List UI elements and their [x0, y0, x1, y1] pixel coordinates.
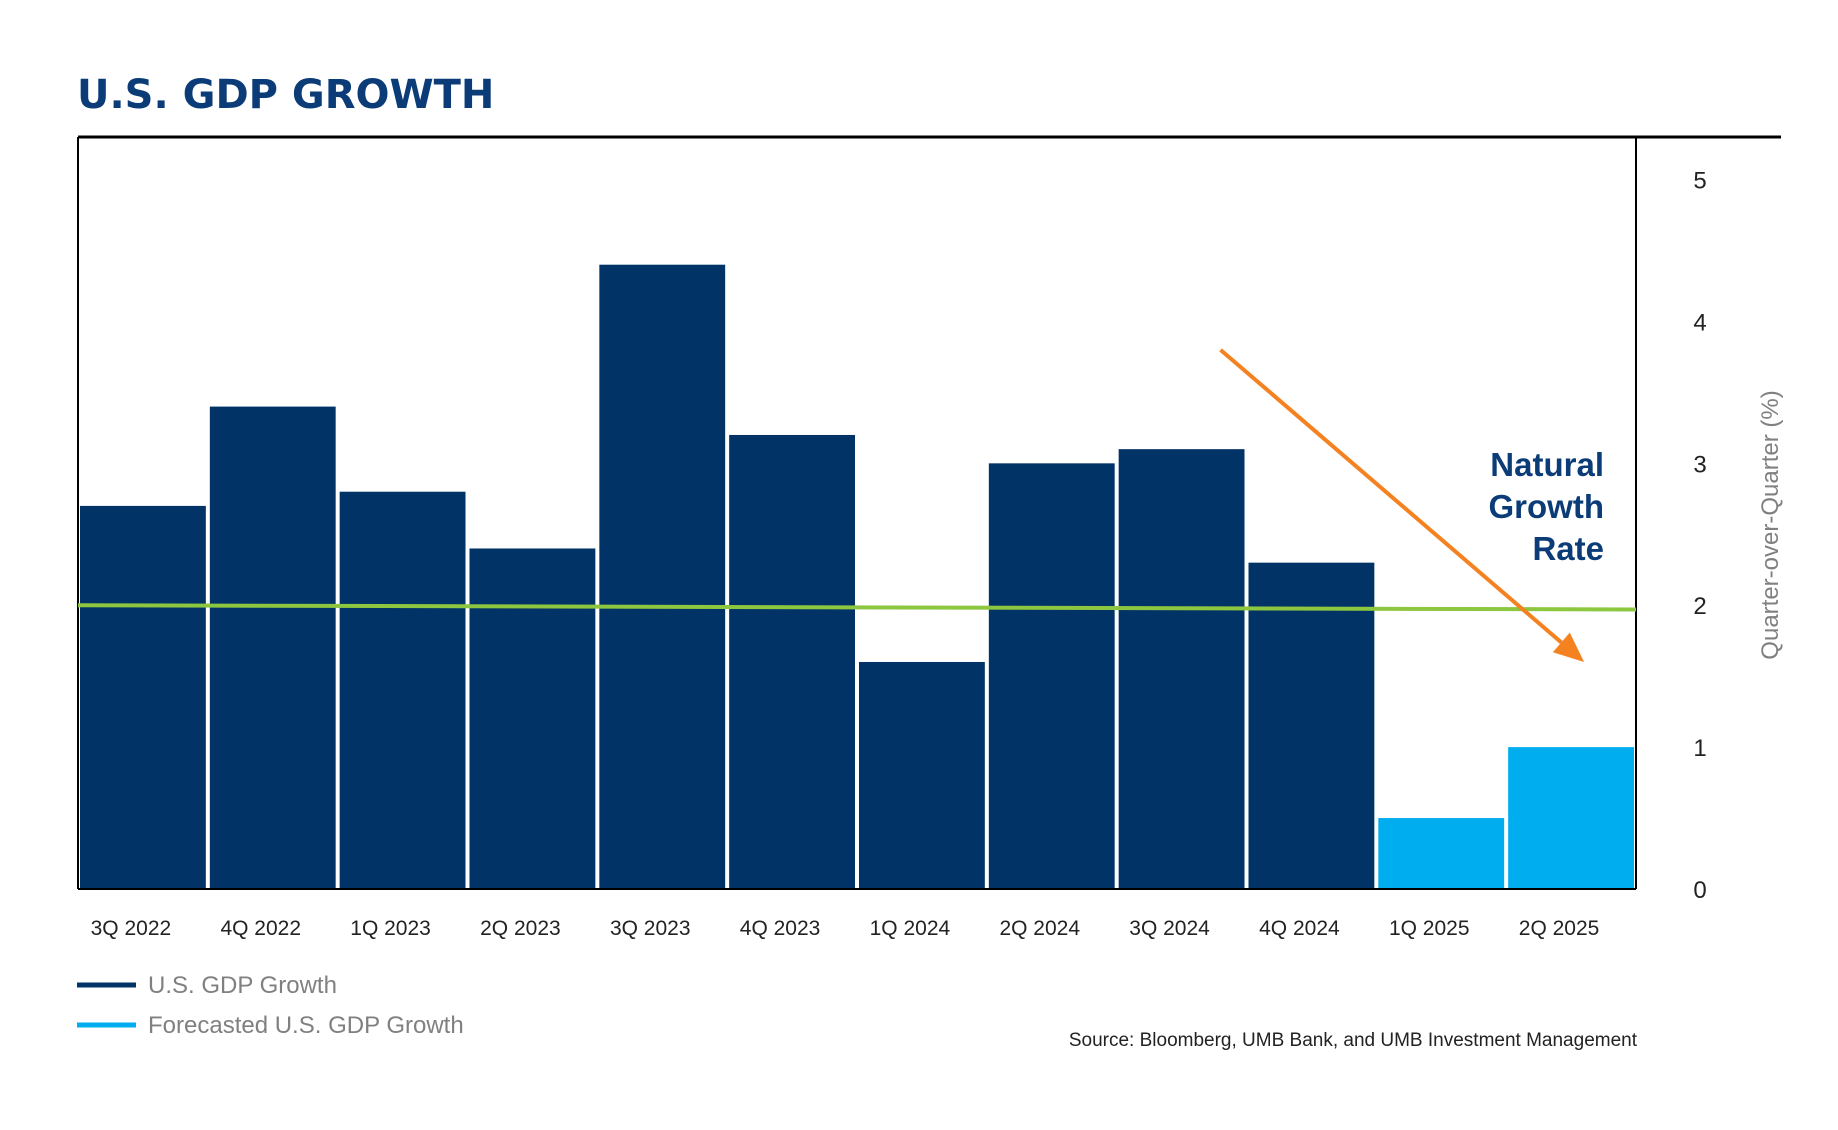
bar-4q-2023: [729, 434, 855, 889]
x-tick-label: 4Q 2023: [740, 917, 821, 940]
bar-2q-2023: [469, 548, 596, 889]
bar-1q-2025: [1378, 818, 1505, 889]
y-tick-label: 3: [1693, 451, 1706, 478]
y-axis-label: Quarter-over-Quarter (%): [1757, 390, 1784, 659]
y-tick-label: 4: [1693, 309, 1706, 336]
annotation-line-1: Natural: [1490, 446, 1604, 483]
x-tick-label: 4Q 2024: [1259, 917, 1340, 940]
x-tick-label: 1Q 2025: [1389, 917, 1470, 940]
bar-3q-2023: [599, 264, 726, 889]
natural-growth-rate-line: [77, 603, 1637, 612]
legend: U.S. GDP Growth Forecasted U.S. GDP Grow…: [77, 972, 464, 1039]
annotation-line-2: Growth: [1489, 488, 1604, 525]
y-tick-label: 2: [1693, 593, 1706, 620]
x-tick-labels: 3Q 2022 4Q 2022 1Q 2023 2Q 2023 3Q 2023 4Q 20…: [91, 917, 1600, 940]
x-tick-label: 3Q 2022: [91, 917, 172, 940]
bar-4q-2022: [209, 406, 336, 889]
axes-group: [77, 135, 1781, 890]
x-tick-label: 1Q 2023: [350, 917, 431, 940]
x-tick-label: 1Q 2024: [870, 917, 951, 940]
legend-label-actual: U.S. GDP Growth: [148, 972, 337, 999]
bar-3q-2024: [1118, 449, 1245, 889]
trend-arrow-shaft: [1219, 348, 1563, 644]
overlays-group: [77, 348, 1637, 662]
bar-4q-2024: [1248, 562, 1375, 889]
x-tick-label: 3Q 2024: [1129, 917, 1210, 940]
annotation-line-3: Rate: [1532, 530, 1604, 567]
x-tick-label: 4Q 2022: [220, 917, 301, 940]
x-tick-label: 2Q 2024: [999, 917, 1080, 940]
source-note: Source: Bloomberg, UMB Bank, and UMB Inv…: [1069, 1030, 1638, 1051]
bar-3q-2022: [80, 505, 206, 889]
x-tick-label: 3Q 2023: [610, 917, 691, 940]
bar-2q-2024: [988, 463, 1115, 889]
y-tick-label: 0: [1693, 877, 1706, 904]
chart-title: U.S. GDP GROWTH: [77, 72, 494, 118]
x-tick-label: 2Q 2023: [480, 917, 561, 940]
bars-group: [80, 264, 1634, 889]
y-tick-labels: 0 1 2 3 4 5: [1693, 168, 1706, 904]
y-tick-label: 1: [1693, 735, 1706, 762]
x-tick-label: 2Q 2025: [1519, 917, 1600, 940]
bar-1q-2023: [339, 491, 466, 889]
trend-arrow-head: [1552, 632, 1585, 662]
bar-1q-2024: [859, 661, 985, 889]
legend-label-forecast: Forecasted U.S. GDP Growth: [148, 1012, 464, 1039]
natural-growth-annotation: Natural Growth Rate: [1489, 446, 1604, 567]
y-tick-label: 5: [1693, 168, 1706, 195]
bar-2q-2025: [1508, 747, 1634, 889]
